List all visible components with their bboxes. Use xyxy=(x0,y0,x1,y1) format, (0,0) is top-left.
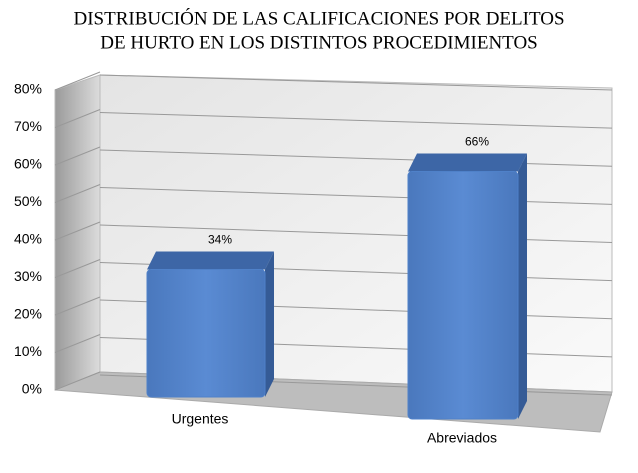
bar-top xyxy=(408,153,527,172)
grid-line xyxy=(99,74,613,91)
grid-line xyxy=(54,296,101,316)
chart-title: DE HURTO EN LOS DISTINTOS PROCEDIMIENTOS xyxy=(100,32,537,53)
bar-side xyxy=(518,153,527,419)
x-tick-label: Abreviados xyxy=(427,430,497,446)
y-tick-label: 60% xyxy=(14,156,42,172)
value-label: 34% xyxy=(208,233,232,247)
y-tick-label: 20% xyxy=(14,306,42,322)
grid-line xyxy=(54,221,101,241)
grid-line xyxy=(54,146,101,166)
grid-line xyxy=(99,112,613,129)
chart-title: DISTRIBUCIÓN DE LAS CALIFICACIONES POR D… xyxy=(73,7,564,29)
grid-line xyxy=(54,109,101,128)
y-tick-label: 50% xyxy=(14,193,42,209)
y-tick-label: 0% xyxy=(22,381,42,397)
value-label: 66% xyxy=(465,135,489,149)
bar xyxy=(146,269,266,398)
y-tick-label: 80% xyxy=(14,81,42,97)
grid-line xyxy=(54,71,101,91)
grid-line xyxy=(54,334,101,353)
grid-line xyxy=(54,259,101,278)
grid-line xyxy=(54,184,101,203)
y-tick-label: 30% xyxy=(14,268,42,284)
y-tick-label: 70% xyxy=(14,118,42,134)
side-wall xyxy=(54,74,101,391)
x-tick-label: Urgentes xyxy=(172,411,229,427)
bar-top xyxy=(147,251,274,270)
bar-side xyxy=(265,251,274,397)
y-tick-label: 10% xyxy=(14,343,42,359)
y-tick-label: 40% xyxy=(14,231,42,247)
grid-line xyxy=(54,371,101,391)
bar xyxy=(407,171,519,420)
